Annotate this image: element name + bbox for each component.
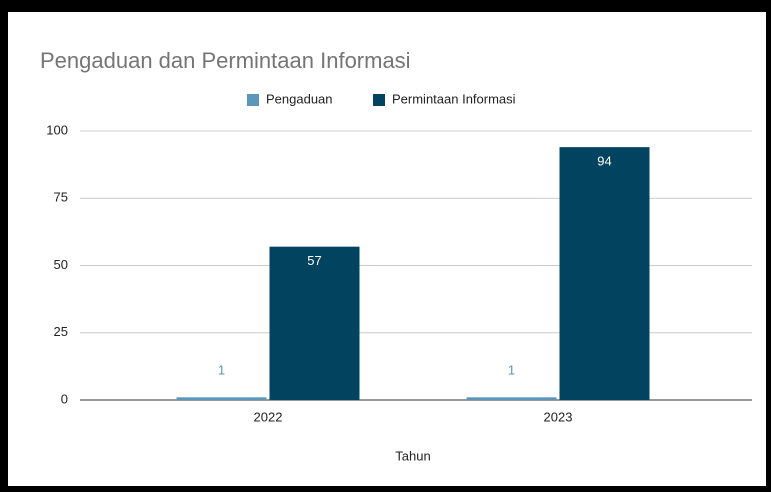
y-tick-label: 75	[54, 190, 68, 205]
legend-label: Permintaan Informasi	[392, 91, 516, 106]
y-tick-label: 0	[61, 391, 68, 406]
data-label: 94	[597, 154, 611, 169]
legend-swatch	[373, 94, 385, 106]
legend-swatch	[247, 94, 259, 106]
data-label: 57	[307, 253, 321, 268]
y-tick-label: 100	[46, 122, 68, 137]
chart-title: Pengaduan dan Permintaan Informasi	[40, 48, 411, 73]
data-label: 1	[508, 363, 515, 378]
x-axis-title: Tahun	[395, 448, 430, 463]
bar	[559, 147, 650, 400]
x-tick-label: 2023	[544, 409, 573, 424]
bar	[466, 397, 557, 400]
bar	[176, 397, 267, 400]
bar	[269, 246, 360, 400]
y-tick-label: 25	[54, 324, 68, 339]
x-tick-label: 2022	[254, 409, 283, 424]
chart-background	[8, 12, 766, 486]
y-tick-label: 50	[54, 257, 68, 272]
data-label: 1	[218, 363, 225, 378]
legend-label: Pengaduan	[266, 91, 333, 106]
